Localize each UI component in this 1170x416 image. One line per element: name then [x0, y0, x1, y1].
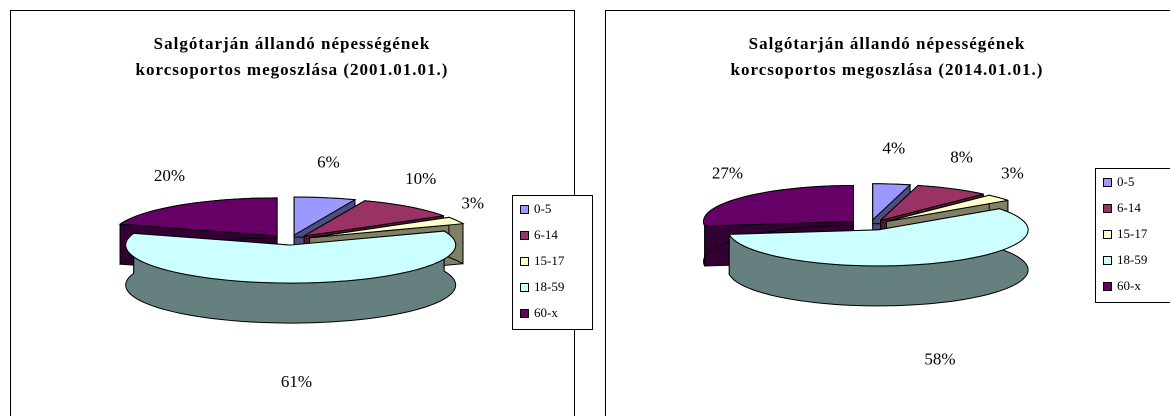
chart-title: korcsoportos megoszlása (2014.01.01.): [731, 60, 1044, 79]
pie-slice: [125, 230, 457, 324]
pie-slice: [728, 208, 1029, 307]
legend-swatch: [520, 257, 529, 266]
data-label: 6%: [317, 152, 340, 171]
legend-swatch: [1103, 256, 1112, 265]
legend-swatch: [520, 205, 529, 214]
data-label: 20%: [154, 166, 185, 185]
legend-swatch: [1103, 204, 1112, 213]
data-label: 3%: [461, 193, 484, 212]
legend-label: 0-5: [1117, 174, 1134, 189]
data-label: 10%: [405, 169, 436, 188]
legend-swatch: [1103, 230, 1112, 239]
slice-top: [118, 197, 278, 237]
legend-label: 6-14: [1117, 200, 1141, 215]
legend-label: 15-17: [1117, 226, 1148, 241]
legend-swatch: [1103, 178, 1112, 187]
data-label: 3%: [1001, 164, 1024, 183]
legend-label: 15-17: [534, 253, 565, 268]
legend-label: 60-x: [534, 305, 558, 320]
data-label: 58%: [924, 350, 955, 369]
chart-title: Salgótarján állandó népességének: [749, 34, 1026, 53]
legend-swatch: [520, 283, 529, 292]
legend-label: 6-14: [534, 227, 558, 242]
legend-swatch: [1103, 282, 1112, 291]
data-label: 4%: [882, 139, 905, 158]
slice-top: [728, 208, 1029, 267]
slice-top: [309, 216, 465, 239]
legend-label: 18-59: [534, 279, 564, 294]
chart-title: Salgótarján állandó népességének: [154, 34, 431, 53]
legend-label: 0-5: [534, 201, 551, 216]
legend-label: 60-x: [1117, 278, 1141, 293]
legend-swatch: [520, 309, 529, 318]
data-label: 27%: [712, 164, 743, 183]
chart-frame: [10, 10, 575, 416]
slice-top: [880, 184, 984, 221]
chart-title: korcsoportos megoszlása (2001.01.01.): [136, 60, 449, 79]
slice-top: [703, 185, 854, 227]
legend-swatch: [520, 231, 529, 240]
slice-top: [125, 230, 457, 284]
legend-label: 18-59: [1117, 252, 1147, 267]
data-label: 8%: [950, 147, 973, 166]
slice-top: [872, 183, 912, 221]
data-label: 61%: [281, 372, 312, 391]
slice-top: [293, 196, 357, 236]
slice-top: [886, 194, 1009, 223]
slice-top: [303, 200, 444, 237]
